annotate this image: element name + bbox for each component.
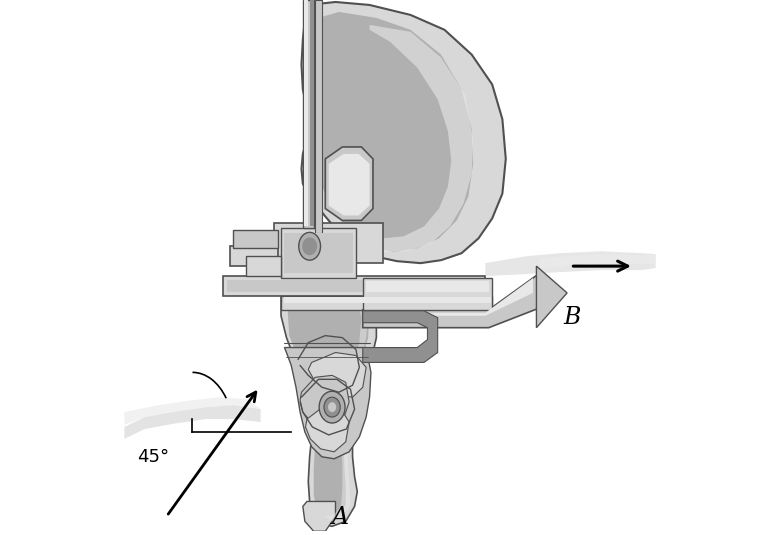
Polygon shape [233, 231, 278, 248]
Polygon shape [285, 297, 491, 303]
Polygon shape [246, 256, 281, 276]
Polygon shape [285, 233, 353, 273]
Polygon shape [303, 501, 335, 531]
Text: A: A [332, 507, 349, 530]
Polygon shape [230, 246, 278, 266]
Polygon shape [325, 147, 373, 220]
Ellipse shape [299, 232, 321, 260]
Polygon shape [485, 251, 656, 276]
Ellipse shape [328, 402, 336, 412]
Polygon shape [370, 25, 473, 252]
Polygon shape [363, 278, 492, 310]
Polygon shape [226, 280, 482, 292]
Polygon shape [285, 348, 371, 458]
Polygon shape [281, 293, 377, 526]
Polygon shape [363, 311, 438, 362]
Polygon shape [124, 405, 261, 439]
Polygon shape [366, 281, 489, 292]
Polygon shape [540, 254, 656, 268]
Polygon shape [310, 0, 314, 226]
Polygon shape [315, 0, 322, 233]
Polygon shape [303, 0, 314, 228]
Polygon shape [124, 397, 261, 425]
Polygon shape [300, 376, 349, 429]
Polygon shape [301, 2, 505, 263]
Polygon shape [304, 0, 308, 226]
Polygon shape [363, 273, 540, 327]
Polygon shape [223, 276, 485, 296]
Text: B: B [564, 306, 581, 329]
Polygon shape [288, 298, 370, 518]
Polygon shape [328, 154, 370, 216]
Polygon shape [366, 278, 533, 316]
Text: 45°: 45° [137, 448, 169, 466]
Polygon shape [312, 12, 473, 252]
Polygon shape [281, 228, 356, 278]
Polygon shape [275, 224, 383, 263]
Ellipse shape [324, 397, 340, 417]
Polygon shape [537, 266, 567, 327]
Polygon shape [325, 298, 370, 521]
Polygon shape [308, 353, 366, 397]
Polygon shape [281, 296, 492, 310]
Ellipse shape [302, 238, 317, 255]
Ellipse shape [319, 391, 345, 423]
Polygon shape [306, 405, 349, 452]
